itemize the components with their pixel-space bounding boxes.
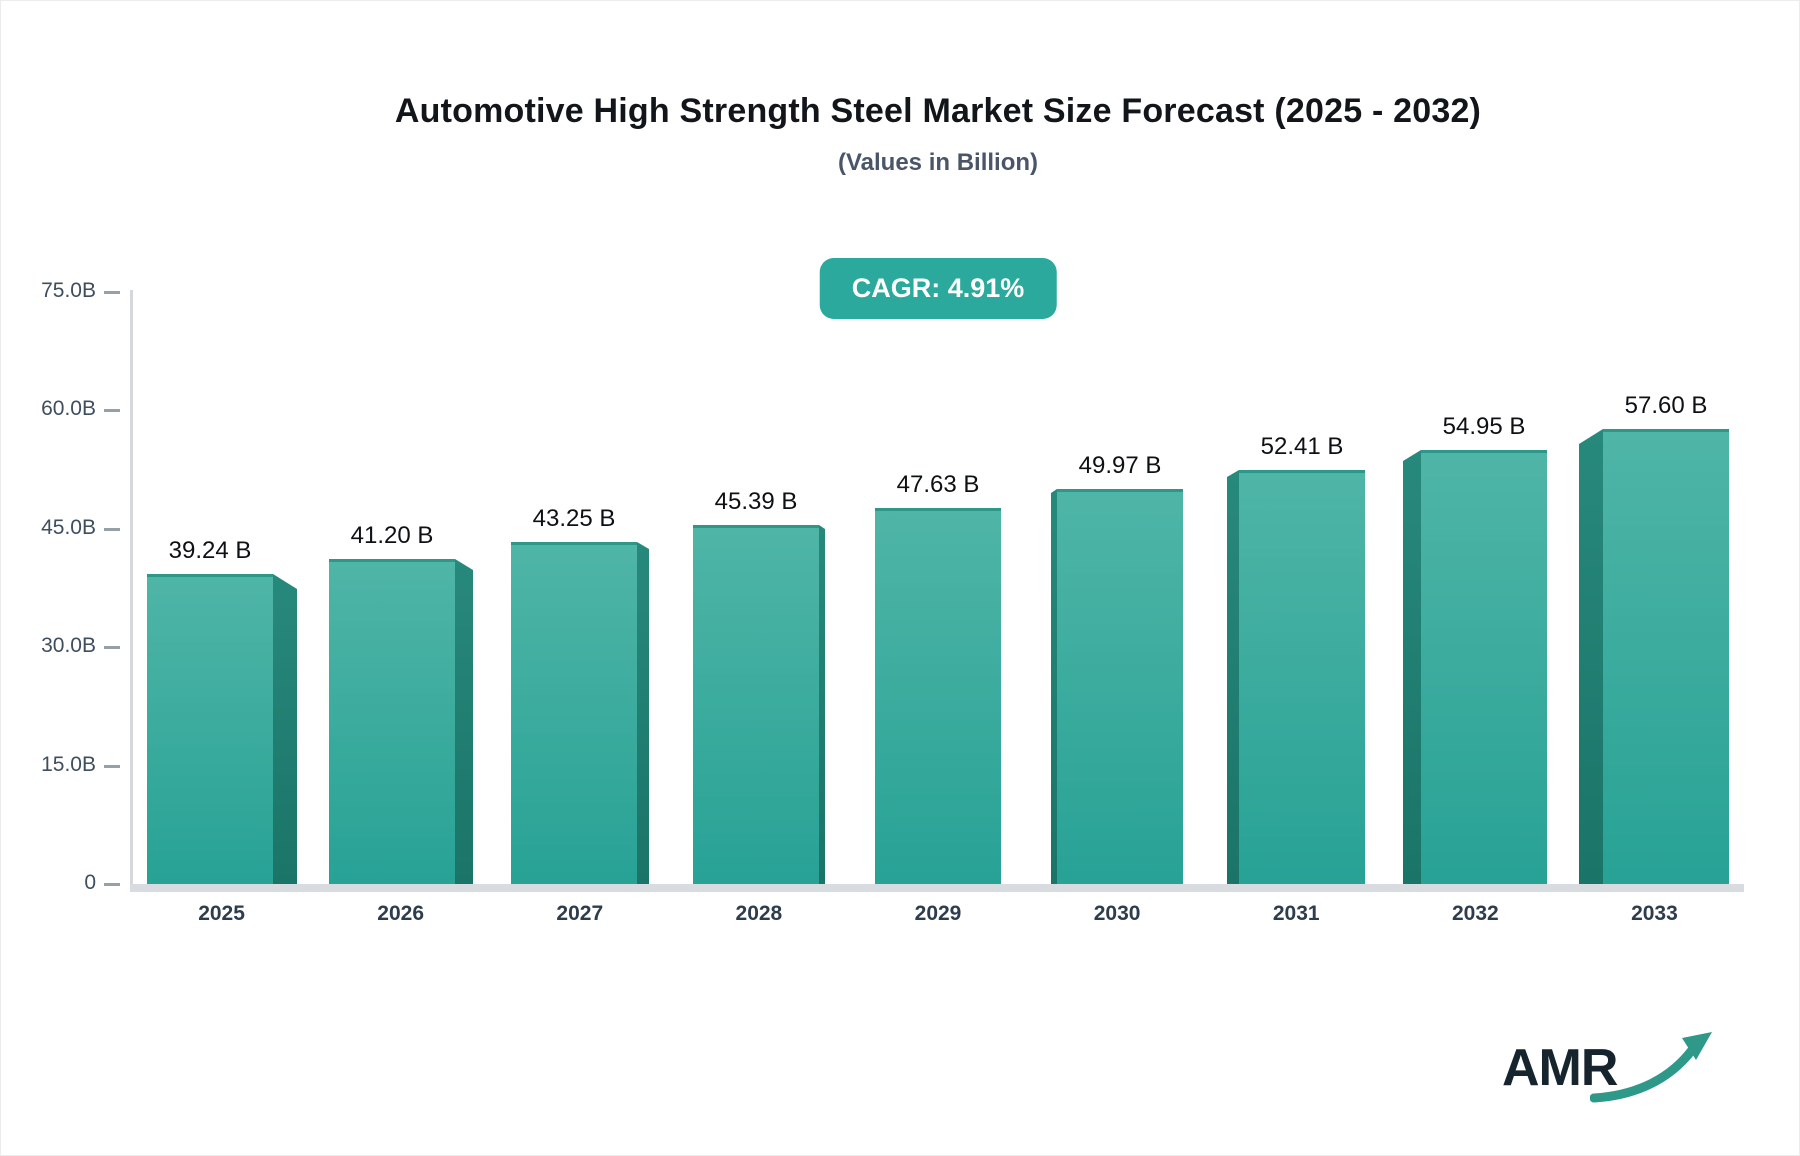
bar-group-2025 bbox=[147, 574, 297, 884]
bar-value-label: 41.20 B bbox=[350, 522, 434, 549]
bar-front-face bbox=[1421, 450, 1547, 884]
y-tick-label: 15.0B bbox=[41, 752, 96, 776]
x-axis-label: 2026 bbox=[377, 902, 425, 925]
bar-front-face bbox=[693, 525, 819, 884]
y-tick-label: 75.0B bbox=[41, 278, 96, 302]
bar-group-2031 bbox=[1227, 470, 1365, 884]
bar-front-face bbox=[329, 559, 455, 884]
bar-group-2030 bbox=[1051, 489, 1183, 884]
bar-front-face bbox=[875, 508, 1001, 884]
logo-text: AMR bbox=[1502, 1039, 1618, 1097]
growth-arrow-icon bbox=[1590, 1032, 1712, 1103]
bar-side-face bbox=[637, 542, 649, 884]
bar-value-label: 57.60 B bbox=[1624, 392, 1708, 419]
bar-side-face bbox=[1227, 470, 1239, 884]
bar-value-label: 52.41 B bbox=[1260, 433, 1344, 460]
y-axis-line bbox=[130, 290, 133, 889]
y-tick-dash bbox=[104, 527, 120, 531]
y-tick-dash bbox=[104, 409, 120, 412]
y-tick-dash bbox=[104, 290, 120, 294]
x-axis-label: 2030 bbox=[1093, 902, 1141, 925]
bar-group-2032 bbox=[1403, 450, 1547, 884]
bar-front-face bbox=[147, 574, 273, 884]
x-axis-label: 2033 bbox=[1631, 902, 1678, 925]
header: Automotive High Strength Steel Market Si… bbox=[132, 92, 1744, 177]
bar-front-face bbox=[1057, 489, 1183, 884]
bar-value-label: 47.63 B bbox=[896, 471, 980, 498]
y-tick-dash bbox=[104, 883, 120, 886]
y-tick-dash bbox=[104, 646, 120, 649]
bar-side-face bbox=[1051, 489, 1057, 884]
y-tick-label: 60.0B bbox=[41, 397, 96, 420]
bar-group-2027 bbox=[511, 542, 649, 884]
bar-side-face bbox=[819, 525, 825, 884]
y-tick-label: 0 bbox=[84, 871, 96, 894]
bar-front-face bbox=[1239, 470, 1365, 884]
y-tick-dash bbox=[104, 764, 120, 768]
logo: AMR bbox=[1502, 1032, 1712, 1112]
bar-front-face bbox=[1603, 429, 1729, 884]
y-tick-label: 45.0B bbox=[41, 515, 96, 539]
x-axis-label: 2027 bbox=[556, 902, 604, 925]
x-axis-label: 2031 bbox=[1272, 902, 1320, 925]
chart-subtitle: (Values in Billion) bbox=[837, 149, 1039, 176]
bar-side-face bbox=[273, 574, 297, 884]
x-axis-label: 2025 bbox=[198, 902, 245, 925]
bar-group-2033 bbox=[1579, 429, 1729, 884]
bar-value-label: 54.95 B bbox=[1442, 413, 1526, 440]
bar-front-face bbox=[511, 542, 637, 884]
bar-side-face bbox=[1579, 429, 1603, 884]
x-axis-label: 2028 bbox=[735, 902, 783, 925]
bar-value-label: 39.24 B bbox=[168, 537, 252, 564]
bar-side-face bbox=[455, 559, 473, 884]
x-axis-baseline bbox=[130, 884, 1744, 892]
x-axis-label: 2032 bbox=[1451, 902, 1499, 925]
bar-group-2028 bbox=[693, 525, 825, 884]
bar-value-label: 49.97 B bbox=[1078, 452, 1162, 479]
bar-value-label: 45.39 B bbox=[714, 488, 798, 515]
bar-group-2029 bbox=[875, 508, 1001, 884]
y-tick-label: 30.0B bbox=[41, 634, 96, 657]
bar-value-label: 43.25 B bbox=[532, 505, 616, 532]
cagr-badge: CAGR: 4.91% bbox=[819, 258, 1057, 319]
chart-title: Automotive High Strength Steel Market Si… bbox=[394, 92, 1482, 130]
bar-group-2026 bbox=[329, 559, 473, 884]
x-axis-label: 2029 bbox=[914, 902, 962, 925]
bar-side-face bbox=[1403, 450, 1421, 884]
